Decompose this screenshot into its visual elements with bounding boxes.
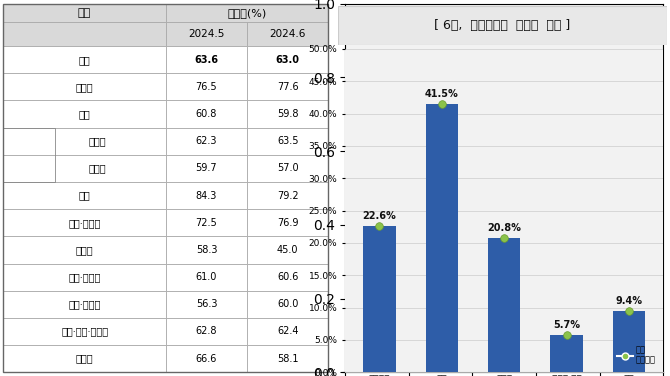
Bar	[166, 182, 247, 209]
Text: 지방: 지방	[78, 109, 90, 119]
Text: 도지역: 도지역	[88, 164, 107, 173]
Bar	[247, 128, 328, 155]
Text: 62.8: 62.8	[196, 326, 217, 337]
Bar	[3, 46, 166, 73]
Bar	[613, 311, 645, 372]
Text: [ 6월,  수분양자의  미입주  사유 ]: [ 6월, 수분양자의 미입주 사유 ]	[434, 19, 571, 32]
Text: 61.0: 61.0	[196, 272, 217, 282]
Text: 58.1: 58.1	[277, 354, 298, 364]
Text: 수도권: 수도권	[76, 82, 93, 92]
Bar	[3, 73, 166, 100]
Text: 광역시: 광역시	[88, 136, 107, 146]
Text: 59.7: 59.7	[196, 164, 217, 173]
Bar	[3, 237, 166, 264]
Text: 66.6: 66.6	[196, 354, 217, 364]
Bar	[247, 318, 328, 345]
Bar	[3, 128, 56, 182]
Text: 58.3: 58.3	[196, 245, 217, 255]
Text: 2024.6: 2024.6	[269, 29, 306, 39]
Text: 56.3: 56.3	[196, 299, 217, 309]
Text: 84.3: 84.3	[196, 191, 217, 201]
Bar	[3, 291, 166, 318]
Bar	[247, 100, 328, 128]
Bar	[3, 100, 166, 128]
Bar	[166, 155, 247, 182]
Bar	[363, 226, 395, 372]
Text: 76.9: 76.9	[277, 218, 298, 228]
Bar	[3, 155, 166, 182]
Bar	[166, 46, 247, 73]
Text: 대전·충청권: 대전·충청권	[68, 272, 100, 282]
Legend: 전월
응답비중: 전월 응답비중	[613, 342, 659, 368]
Text: 전국: 전국	[78, 55, 90, 65]
Bar	[166, 318, 247, 345]
Text: 제주권: 제주권	[76, 354, 93, 364]
Text: 22.6%: 22.6%	[362, 211, 396, 221]
Text: 62.4: 62.4	[277, 326, 298, 337]
Bar	[247, 291, 328, 318]
Bar	[3, 345, 166, 372]
Bar	[3, 264, 166, 291]
Text: 72.5: 72.5	[196, 218, 217, 228]
Bar	[3, 4, 166, 21]
Text: 59.8: 59.8	[277, 109, 298, 119]
Bar	[247, 237, 328, 264]
Text: 63.5: 63.5	[277, 136, 298, 146]
Text: 63.0: 63.0	[275, 55, 299, 65]
Bar	[425, 104, 458, 372]
Bar	[488, 238, 521, 372]
Text: 60.8: 60.8	[196, 109, 217, 119]
Text: 63.6: 63.6	[194, 55, 218, 65]
Text: 60.6: 60.6	[277, 272, 298, 282]
Text: 20.8%: 20.8%	[487, 223, 521, 232]
Bar	[166, 100, 247, 128]
Bar	[247, 46, 328, 73]
Text: 인청·경기권: 인청·경기권	[68, 218, 100, 228]
Bar	[247, 155, 328, 182]
Bar	[3, 21, 166, 46]
Text: 76.5: 76.5	[196, 82, 217, 92]
Text: 광주·전라권: 광주·전라권	[68, 299, 100, 309]
Text: 62.3: 62.3	[196, 136, 217, 146]
Bar	[166, 237, 247, 264]
Text: 45.0: 45.0	[277, 245, 298, 255]
Bar	[166, 209, 247, 237]
Text: 60.0: 60.0	[277, 299, 298, 309]
Text: 9.4%: 9.4%	[616, 296, 643, 306]
Text: 서울: 서울	[78, 191, 90, 201]
Bar	[247, 345, 328, 372]
Text: 입주율(%): 입주율(%)	[227, 8, 267, 18]
Text: 강원권: 강원권	[76, 245, 93, 255]
Bar	[247, 21, 328, 46]
Bar	[247, 264, 328, 291]
Text: 77.6: 77.6	[277, 82, 299, 92]
Bar	[166, 264, 247, 291]
Bar	[3, 182, 166, 209]
Text: 5.7%: 5.7%	[553, 320, 580, 330]
Text: 대구·부산·경상권: 대구·부산·경상권	[61, 326, 108, 337]
Bar	[166, 4, 328, 21]
Bar	[166, 291, 247, 318]
Bar	[166, 21, 247, 46]
Bar	[247, 209, 328, 237]
Bar	[550, 335, 583, 372]
Bar	[166, 345, 247, 372]
Bar	[247, 182, 328, 209]
Bar	[3, 209, 166, 237]
Text: 2024.5: 2024.5	[188, 29, 224, 39]
Bar	[3, 128, 166, 155]
Bar	[247, 73, 328, 100]
Text: 41.5%: 41.5%	[425, 89, 459, 99]
Bar	[166, 73, 247, 100]
Bar	[166, 128, 247, 155]
Text: 79.2: 79.2	[277, 191, 299, 201]
Bar	[3, 318, 166, 345]
Text: 57.0: 57.0	[277, 164, 299, 173]
Text: 구분: 구분	[78, 8, 91, 18]
